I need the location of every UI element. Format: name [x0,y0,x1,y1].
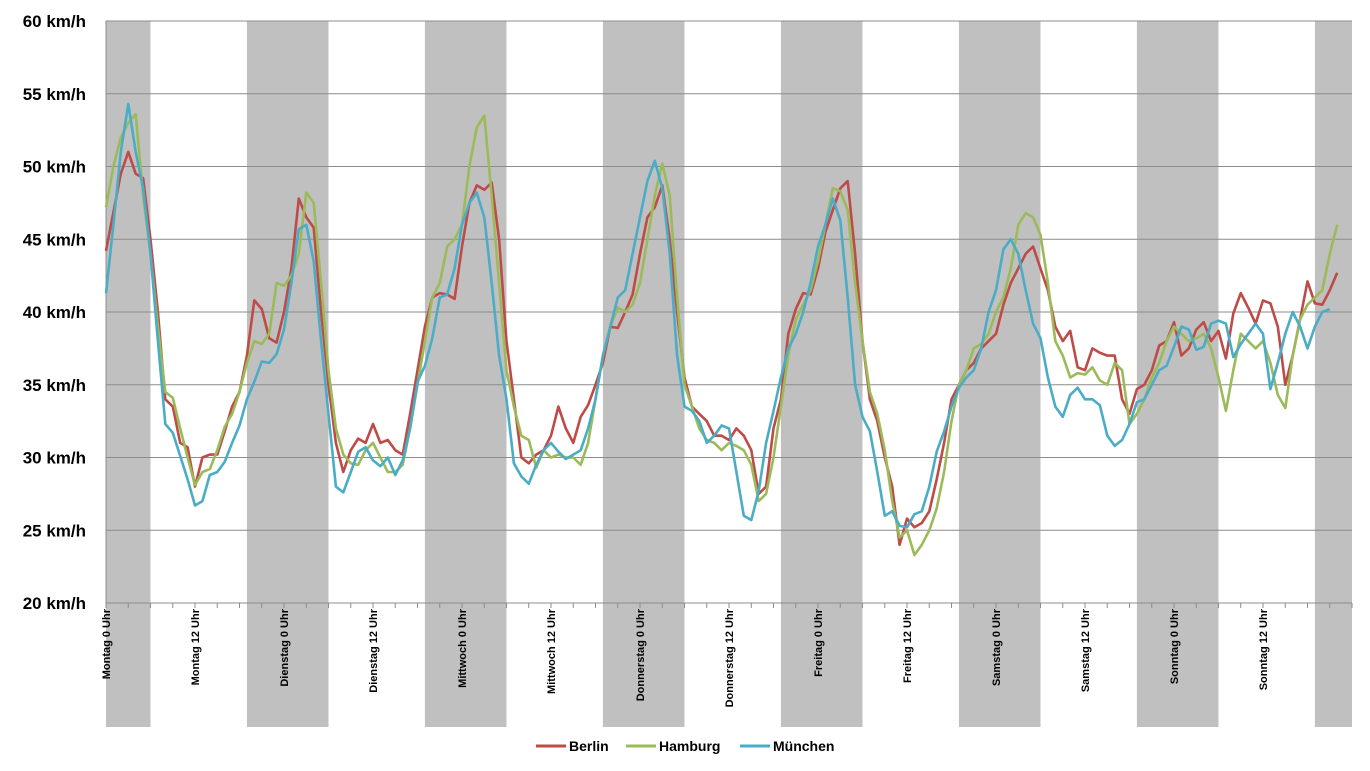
x-tick-label: Freitag 12 Uhr [902,608,914,683]
y-axis-ticks: 20 km/h 25 km/h 30 km/h 35 km/h 40 km/h 45 km… [23,12,86,613]
shaded-band [780,21,863,727]
legend-label: Hamburg [659,738,720,754]
series-line-berlin [104,150,1339,547]
x-tick-label: Mittwoch 0 Uhr [457,608,469,688]
x-tick-label: Montag 12 Uhr [190,608,202,685]
shaded-band [958,21,1041,727]
x-tick-label: Sonntag 0 Uhr [1169,608,1181,684]
y-tick-label: 30 km/h [23,449,86,468]
x-tick-label: Donnerstag 12 Uhr [724,608,736,707]
y-tick-label: 35 km/h [23,376,86,395]
x-tick-label: Freitag 0 Uhr [813,608,825,677]
shaded-band [1314,21,1352,727]
x-tick-label: Montag 0 Uhr [101,608,113,679]
x-tick-label: Dienstag 0 Uhr [279,608,291,686]
shaded-band [246,21,329,727]
x-tick-label: Samstag 0 Uhr [991,608,1003,686]
x-tick-label: Dienstag 12 Uhr [368,608,380,692]
legend-label: Berlin [569,738,609,754]
shaded-bands [106,21,1352,727]
y-tick-label: 45 km/h [23,230,86,249]
legend: Berlin Hamburg München [536,738,834,754]
series-lines [104,102,1339,557]
shaded-band [424,21,507,727]
y-tick-label: 25 km/h [23,521,86,540]
y-tick-label: 60 km/h [23,12,86,31]
y-tick-label: 20 km/h [23,594,86,613]
x-tick-label: Mittwoch 12 Uhr [546,608,558,694]
x-axis-tick-labels: Montag 0 Uhr Montag 12 Uhr Dienstag 0 Uhr D… [101,608,1270,707]
y-tick-label: 55 km/h [23,85,86,104]
legend-label: München [773,738,834,754]
x-axis [105,21,1353,608]
y-tick-label: 40 km/h [23,303,86,322]
y-tick-label: 50 km/h [23,158,86,177]
x-tick-label: Samstag 12 Uhr [1080,608,1092,692]
shaded-band [106,21,151,727]
series-line-münchen [104,102,1331,529]
x-tick-label: Sonntag 12 Uhr [1258,608,1270,690]
x-tick-label: Donnerstag 0 Uhr [635,608,647,701]
shaded-band [602,21,685,727]
